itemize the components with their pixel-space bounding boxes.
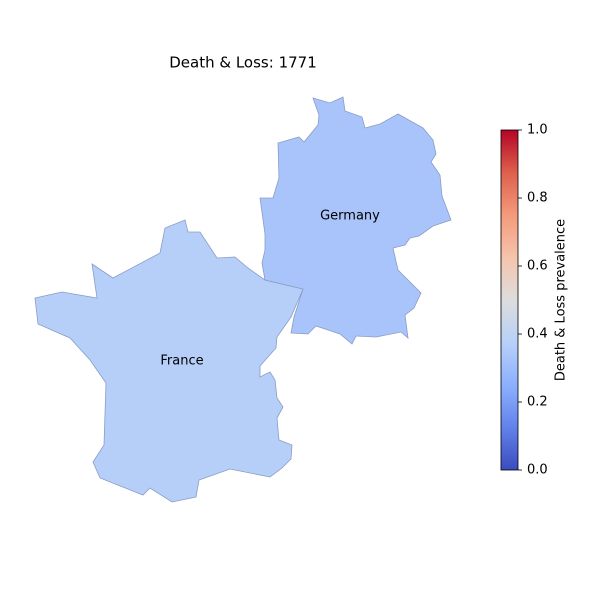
colorbar xyxy=(500,129,519,471)
region xyxy=(34,219,304,503)
region xyxy=(259,96,452,345)
colorbar-tick-label: 1.0 xyxy=(527,123,548,138)
colorbar-label: Death & Loss prevalence xyxy=(554,219,569,381)
colorbar-tick-label: 0.4 xyxy=(527,327,548,342)
colorbar-tick-label: 0.0 xyxy=(527,463,548,478)
colorbar-tick-label: 0.6 xyxy=(527,259,548,274)
map-title: Death & Loss: 1771 xyxy=(169,54,317,72)
colorbar-tick-label: 0.8 xyxy=(527,191,548,206)
colorbar-tick-label: 0.2 xyxy=(527,395,548,410)
region-label: France xyxy=(160,354,203,369)
region-label: Germany xyxy=(320,209,380,224)
